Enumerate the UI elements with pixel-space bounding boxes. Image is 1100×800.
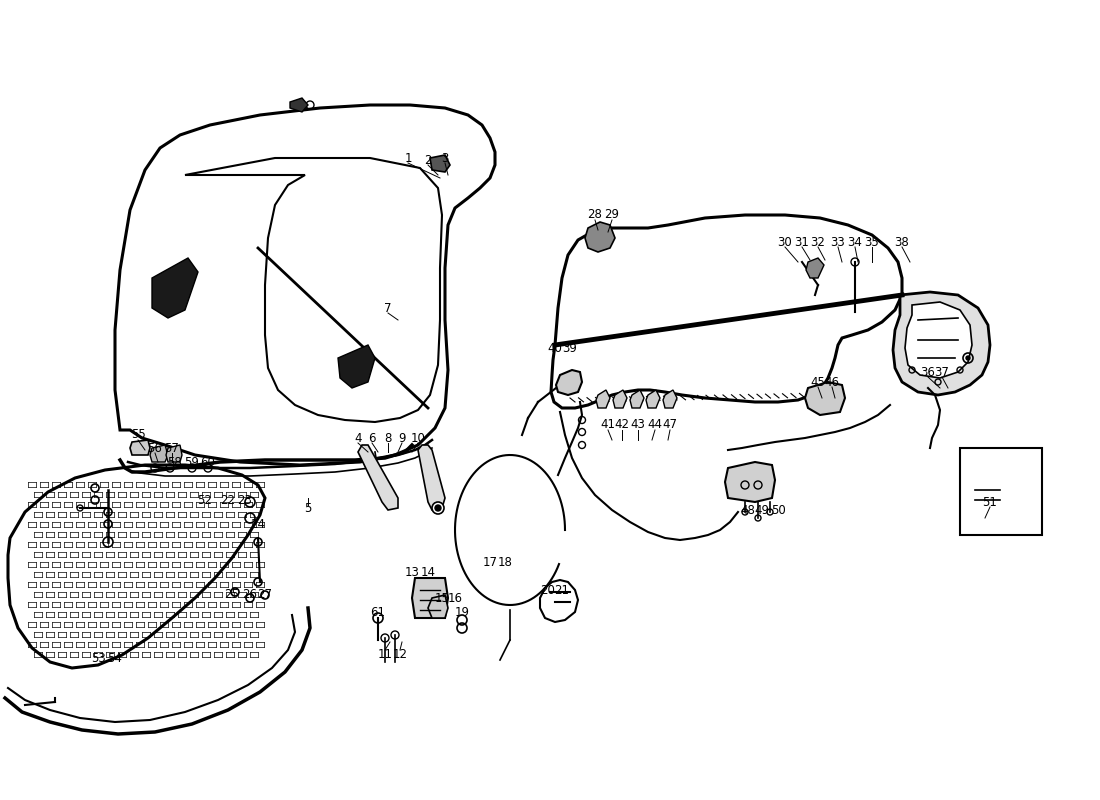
Polygon shape (428, 595, 448, 618)
Text: 25: 25 (224, 589, 240, 602)
Polygon shape (905, 302, 972, 378)
Polygon shape (663, 390, 676, 408)
Text: 11: 11 (377, 649, 393, 662)
Text: 19: 19 (454, 606, 470, 618)
Text: 52: 52 (198, 494, 212, 506)
Text: 16: 16 (448, 591, 462, 605)
Text: 44: 44 (648, 418, 662, 431)
Text: 15: 15 (434, 591, 450, 605)
Text: 61: 61 (371, 606, 385, 618)
Polygon shape (540, 580, 578, 622)
Text: 4: 4 (354, 431, 362, 445)
Text: 17: 17 (483, 555, 497, 569)
Text: 56: 56 (147, 442, 163, 454)
Polygon shape (725, 462, 775, 502)
Polygon shape (613, 390, 627, 408)
Text: 46: 46 (825, 375, 839, 389)
Text: 36: 36 (921, 366, 935, 378)
Text: 40: 40 (548, 342, 562, 354)
Text: 38: 38 (894, 235, 910, 249)
Polygon shape (551, 215, 902, 408)
Polygon shape (806, 258, 824, 278)
Polygon shape (596, 390, 611, 408)
Text: 57: 57 (165, 442, 179, 454)
Text: 27: 27 (257, 589, 273, 602)
Text: 33: 33 (830, 235, 846, 249)
Text: 39: 39 (562, 342, 578, 354)
Text: 30: 30 (778, 235, 792, 249)
Text: 31: 31 (794, 235, 810, 249)
Polygon shape (893, 292, 990, 395)
Polygon shape (556, 370, 582, 395)
Polygon shape (430, 155, 450, 172)
Text: 13: 13 (405, 566, 419, 578)
Text: 7: 7 (384, 302, 392, 314)
Circle shape (432, 502, 444, 514)
Text: 41: 41 (601, 418, 616, 431)
Polygon shape (630, 390, 644, 408)
Polygon shape (585, 222, 615, 252)
Circle shape (966, 356, 970, 360)
Text: 34: 34 (848, 235, 862, 249)
Text: 28: 28 (587, 209, 603, 222)
Text: 54: 54 (108, 651, 122, 665)
Polygon shape (646, 390, 660, 408)
Polygon shape (116, 105, 495, 465)
Text: 5: 5 (305, 502, 311, 514)
Text: 23: 23 (238, 494, 252, 506)
Polygon shape (960, 448, 1042, 535)
Text: 48: 48 (740, 503, 756, 517)
Text: 24: 24 (251, 518, 265, 531)
Polygon shape (185, 158, 442, 422)
Text: 42: 42 (615, 418, 629, 431)
Text: 45: 45 (811, 375, 825, 389)
Text: 37: 37 (935, 366, 949, 378)
Text: 49: 49 (755, 503, 770, 517)
Text: 47: 47 (662, 418, 678, 431)
Polygon shape (166, 445, 182, 462)
Polygon shape (418, 445, 446, 510)
Text: 14: 14 (420, 566, 436, 578)
Text: 53: 53 (90, 651, 106, 665)
Text: 60: 60 (200, 455, 216, 469)
Polygon shape (130, 440, 150, 455)
Text: 32: 32 (811, 235, 825, 249)
Polygon shape (150, 445, 168, 462)
Text: 26: 26 (242, 589, 257, 602)
Text: 21: 21 (554, 583, 570, 597)
Text: 59: 59 (185, 455, 199, 469)
Polygon shape (338, 345, 375, 388)
Circle shape (434, 505, 441, 511)
Text: 29: 29 (605, 209, 619, 222)
Text: 2: 2 (425, 154, 431, 166)
Text: 18: 18 (497, 555, 513, 569)
Text: 9: 9 (398, 431, 406, 445)
Text: 43: 43 (630, 418, 646, 431)
Polygon shape (290, 98, 308, 112)
Text: 6: 6 (368, 431, 376, 445)
Polygon shape (8, 465, 265, 668)
Polygon shape (152, 258, 198, 318)
Text: 22: 22 (220, 494, 235, 506)
Text: 55: 55 (131, 429, 145, 442)
Text: 12: 12 (393, 649, 407, 662)
Text: 35: 35 (865, 235, 879, 249)
Text: 10: 10 (410, 431, 426, 445)
Text: 50: 50 (771, 503, 785, 517)
Polygon shape (412, 578, 448, 618)
Text: 1: 1 (405, 151, 411, 165)
Text: 51: 51 (982, 495, 998, 509)
Text: 3: 3 (441, 151, 449, 165)
Text: 8: 8 (384, 431, 392, 445)
Text: 20: 20 (540, 583, 556, 597)
Text: 58: 58 (167, 455, 183, 469)
Polygon shape (358, 445, 398, 510)
Polygon shape (805, 382, 845, 415)
